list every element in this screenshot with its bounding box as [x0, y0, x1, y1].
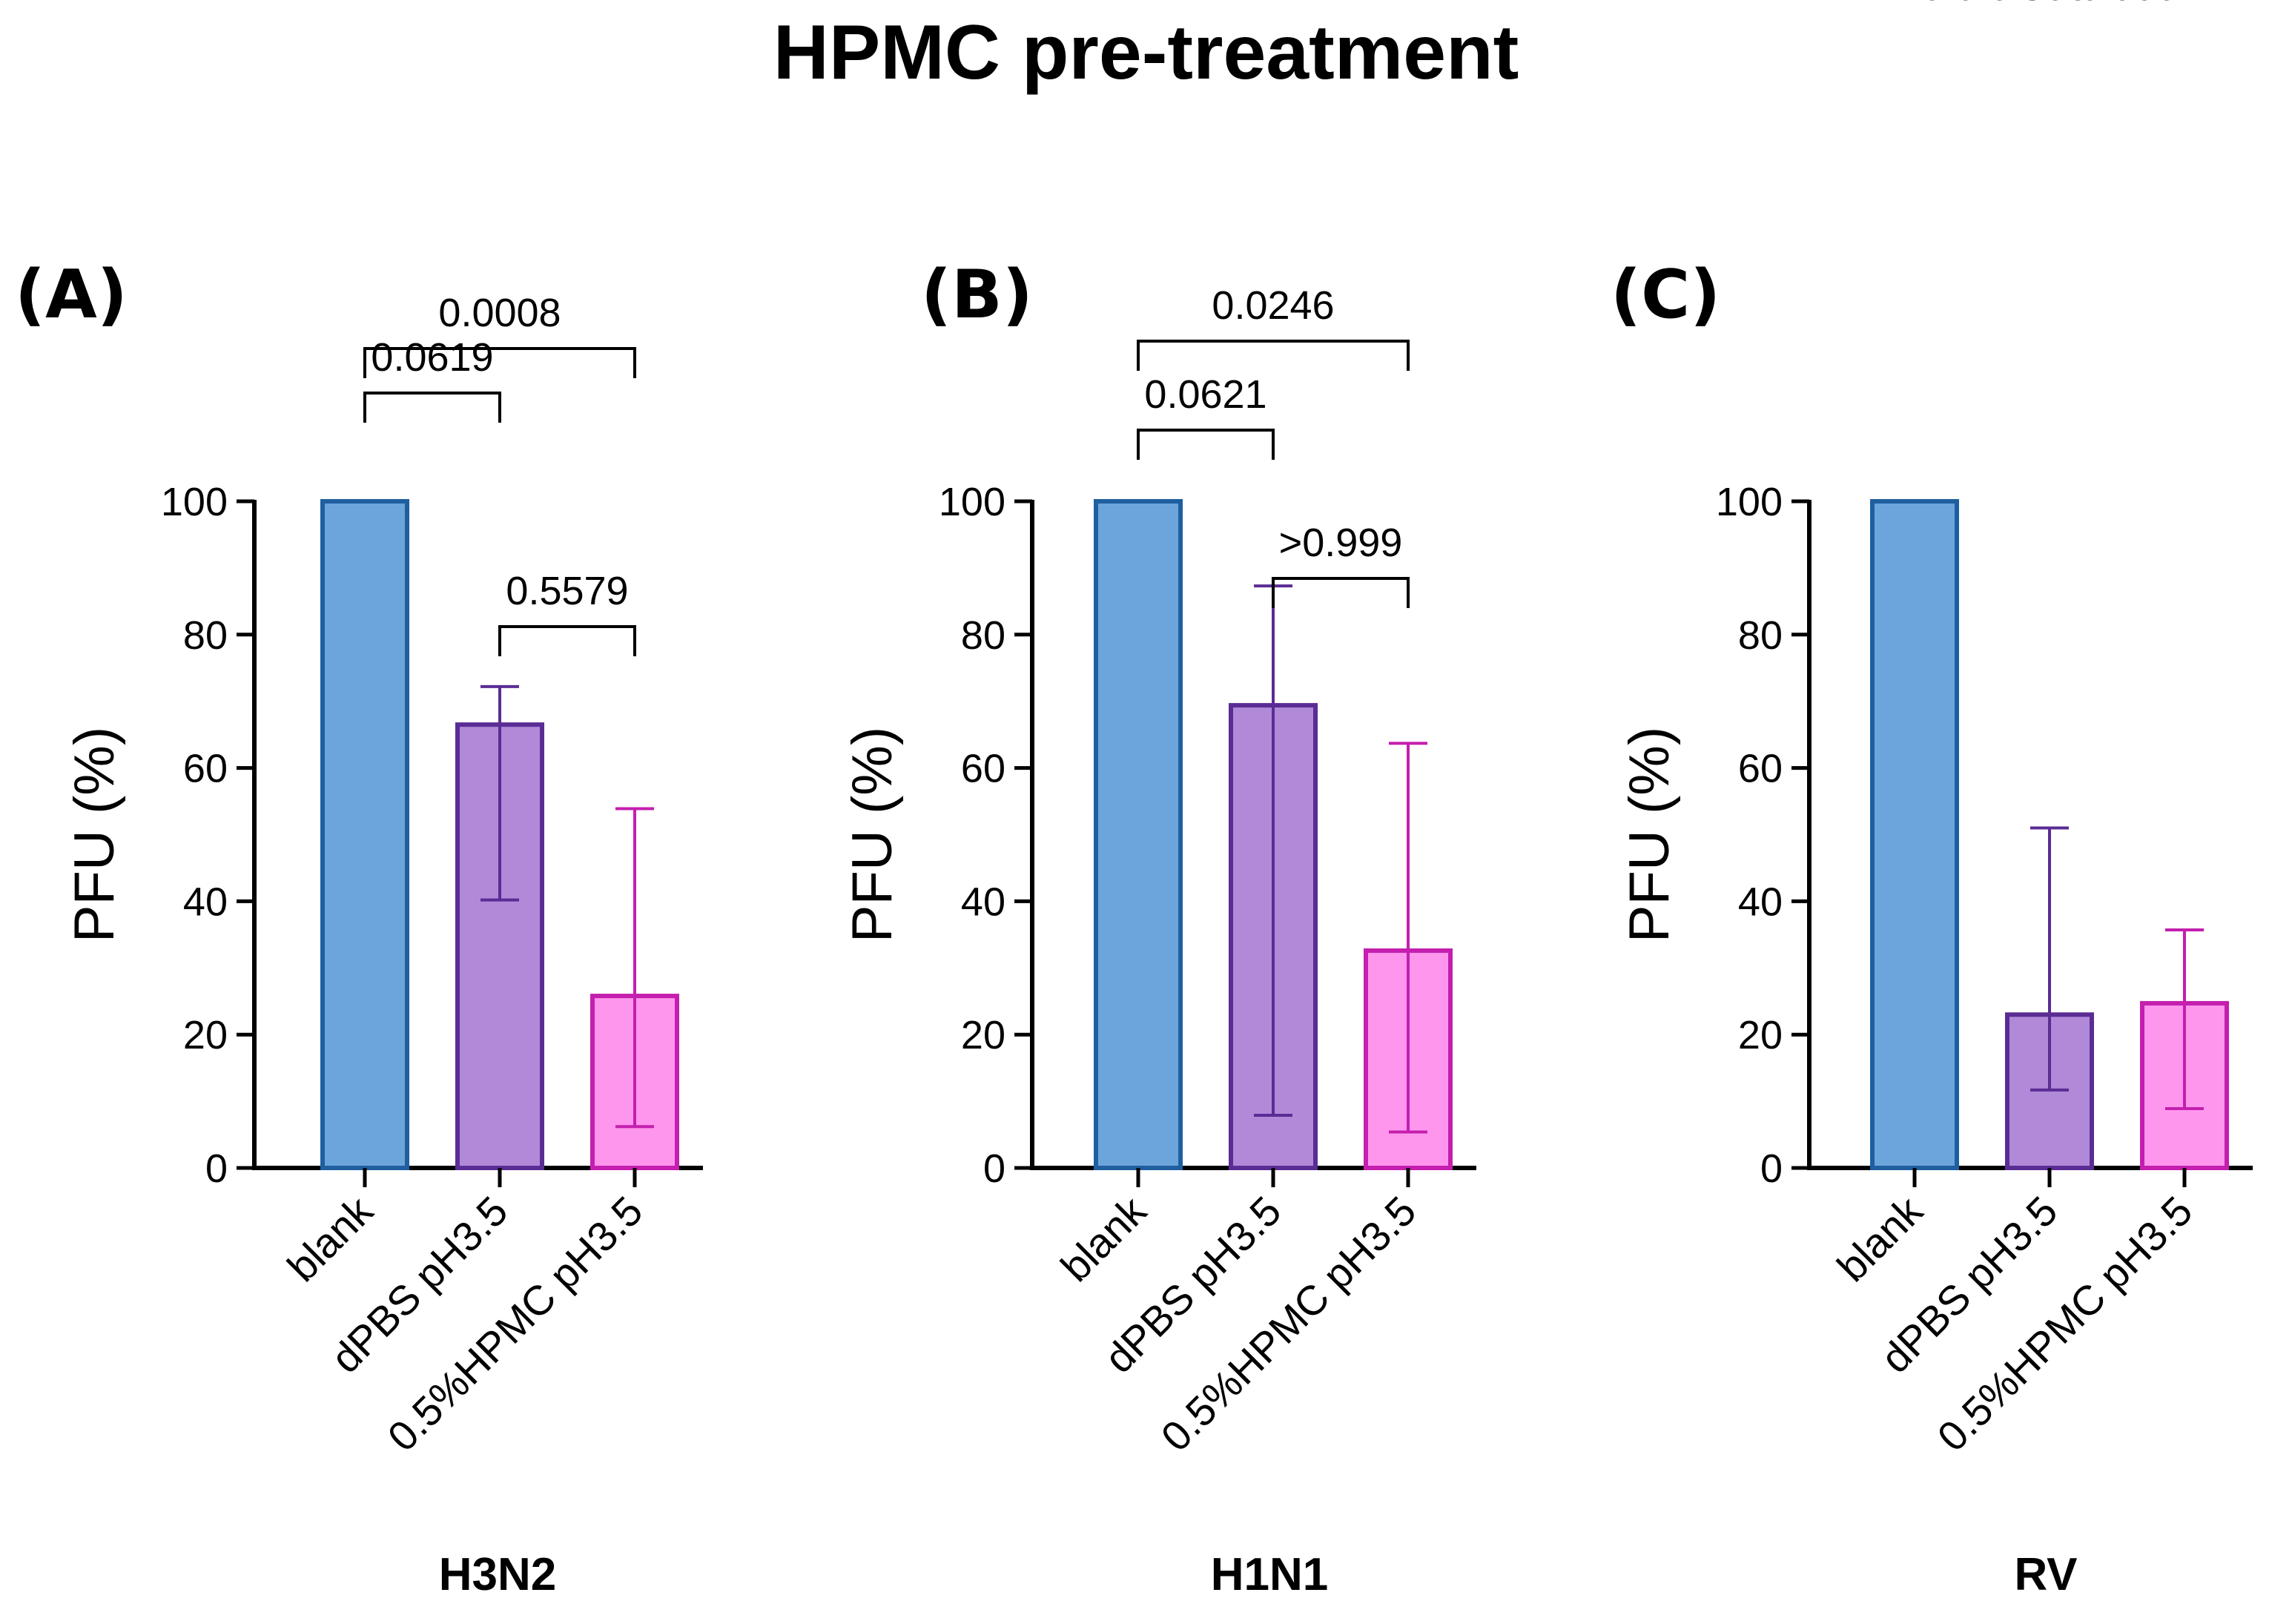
- y-axis-title-c: PFU (%): [1618, 727, 1681, 943]
- y-tick-label-c: 20: [1738, 1013, 1783, 1057]
- panel-label-c: (C): [1611, 256, 1721, 334]
- x-axis-title-a: H3N2: [438, 1549, 557, 1600]
- p-value-label-a: 0.5579: [506, 569, 628, 613]
- x-axis-title-b: H1N1: [1210, 1549, 1329, 1600]
- significance-bracket-a: [363, 347, 636, 378]
- y-axis-title-a: PFU (%): [63, 727, 126, 943]
- y-tick-label-b: 60: [961, 747, 1005, 791]
- y-tick-label-b: 40: [961, 879, 1005, 924]
- x-tick-label-a: blank: [278, 1186, 382, 1290]
- x-axis-title-c: RV: [2014, 1549, 2078, 1600]
- x-tick-label-b: 0.5%HPMC pH3.5: [1152, 1187, 1424, 1460]
- significance-bracket-b: [1137, 340, 1410, 371]
- p-value-label-c: 0.0125: [1921, 0, 2043, 9]
- y-tick-label-b: 100: [939, 480, 1005, 524]
- bar-b-1: [1094, 499, 1183, 1170]
- p-value-label-a: 0.0619: [371, 335, 493, 380]
- y-tick-label-b: 80: [961, 613, 1005, 658]
- bar-c-1: [1870, 499, 1959, 1170]
- significance-bracket-b: [1137, 429, 1275, 460]
- panel-label-b: (B): [921, 256, 1033, 334]
- y-tick-label-a: 80: [183, 613, 228, 658]
- y-tick-label-b: 0: [983, 1146, 1005, 1191]
- y-tick-label-c: 80: [1738, 613, 1783, 658]
- x-tick-label-a: 0.5%HPMC pH3.5: [378, 1187, 651, 1460]
- y-tick-label-c: 0: [1760, 1146, 1783, 1191]
- significance-bracket-b: [1272, 577, 1410, 608]
- p-value-label-a: 0.0008: [438, 291, 561, 335]
- y-axis-title-b: PFU (%): [841, 727, 904, 943]
- p-value-label-c: >0.999: [2055, 0, 2179, 9]
- significance-bracket-a: [363, 392, 501, 423]
- y-tick-label-a: 60: [183, 747, 228, 791]
- y-tick-label-c: 40: [1738, 879, 1783, 924]
- x-tick-label-c: blank: [1828, 1186, 1932, 1290]
- y-tick-label-a: 100: [161, 480, 228, 524]
- y-tick-label-b: 20: [961, 1013, 1005, 1057]
- y-tick-label-a: 20: [183, 1013, 228, 1057]
- figure-title: HPMC pre-treatment: [773, 10, 1519, 96]
- x-tick-label-c: 0.5%HPMC pH3.5: [1928, 1187, 2201, 1460]
- y-tick-label-a: 40: [183, 879, 228, 924]
- panel-label-a: (A): [15, 256, 128, 334]
- p-value-label-b: 0.0246: [1212, 283, 1334, 328]
- p-value-label-b: 0.0621: [1144, 372, 1266, 417]
- y-tick-label-c: 100: [1716, 480, 1783, 524]
- y-tick-label-a: 0: [205, 1146, 228, 1191]
- bar-a-1: [320, 499, 409, 1170]
- significance-bracket-a: [498, 625, 636, 656]
- y-tick-label-c: 60: [1738, 747, 1783, 791]
- p-value-label-b: >0.999: [1279, 521, 1403, 565]
- x-tick-label-b: blank: [1051, 1186, 1155, 1290]
- p-value-label-c: 0.0061: [1988, 0, 2110, 9]
